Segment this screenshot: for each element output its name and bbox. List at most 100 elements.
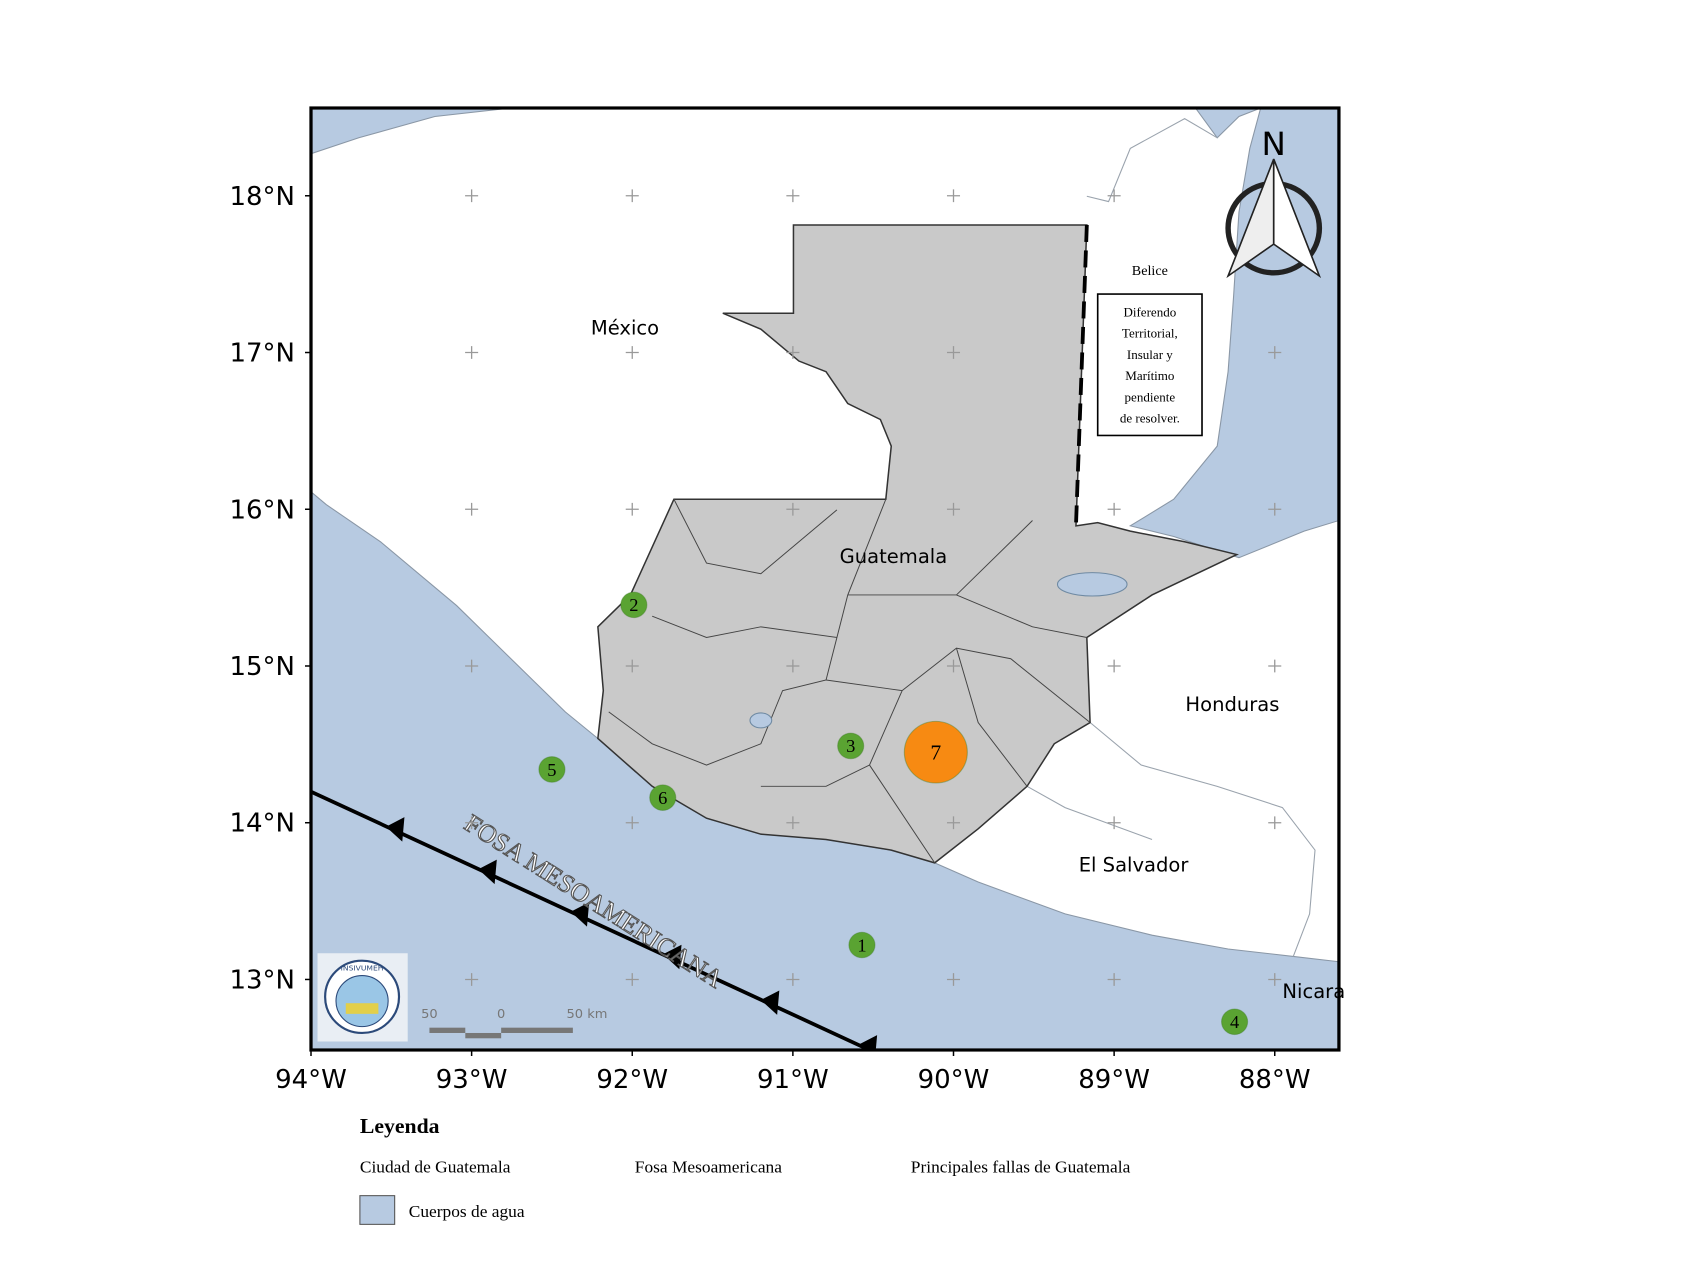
grid-cross: [786, 502, 800, 516]
y-tick-label: 18°N: [229, 182, 295, 212]
grid-cross: [465, 189, 479, 203]
grid-cross: [786, 973, 800, 986]
legend-item: Ciudad de Guatemala: [360, 1157, 511, 1176]
note-line: pendiente: [1125, 391, 1176, 405]
y-tick-label: 13°N: [229, 965, 295, 995]
note-line: Territorial,: [1122, 327, 1178, 341]
grid-cross: [1268, 502, 1282, 516]
y-tick-label: 17°N: [229, 339, 295, 369]
country-label: Nicara: [1282, 980, 1345, 1003]
x-tick-label: 93°W: [436, 1065, 508, 1095]
map-area: FOSA MESOAMERICANA: [311, 108, 1339, 1050]
note-line: Diferendo: [1123, 306, 1176, 320]
x-tick-label: 89°W: [1078, 1065, 1150, 1095]
legend-item: Fosa Mesoamericana: [635, 1157, 783, 1176]
x-tick-label: 88°W: [1239, 1065, 1311, 1095]
lake-izabal: [1056, 572, 1128, 597]
map-layout: FOSA MESOAMERICANA 1 2 3 4 5 6 7 México Guatem…: [309, 106, 1345, 1225]
x-tick-label: 92°W: [596, 1065, 668, 1095]
logo: INSIVUMEH: [317, 953, 408, 1042]
belize-note: Diferendo Territorial, Insular y Marítim…: [1120, 306, 1180, 426]
grid-cross: [1268, 659, 1282, 673]
event-marker: [649, 784, 677, 811]
marks: 1 2 3 4 5 6 7: [465, 189, 1282, 1036]
event-label: 3: [846, 736, 855, 756]
grid-cross: [625, 346, 639, 359]
grid-cross: [946, 659, 961, 673]
belize-label: Belice: [1132, 264, 1168, 279]
event-label: 6: [658, 788, 667, 808]
grid-cross: [625, 189, 639, 203]
compass-label: N: [1262, 125, 1286, 163]
grid-cross: [625, 816, 639, 830]
grid-cross: [946, 973, 961, 986]
country-label: Guatemala: [840, 545, 948, 568]
legend: Leyenda Ciudad de Guatemala Fosa Mesoame…: [359, 1114, 1131, 1225]
x-tick-label: 91°W: [757, 1065, 829, 1095]
x-tick-label: 90°W: [918, 1065, 990, 1095]
grid-cross: [1107, 816, 1121, 830]
grid-cross: [1268, 346, 1282, 359]
country-label: México: [591, 317, 659, 340]
grid-cross: [1107, 659, 1121, 673]
legend-title: Leyenda: [360, 1114, 440, 1138]
grid-cross: [946, 502, 961, 516]
guatemala: [597, 224, 1239, 864]
grid-cross: [786, 346, 800, 359]
note-line: de resolver.: [1120, 412, 1180, 426]
y-tick-label: 16°N: [229, 495, 295, 525]
grid-cross: [625, 502, 639, 516]
grid-cross: [1268, 973, 1282, 986]
grid-cross: [625, 973, 639, 986]
grid-cross: [786, 659, 800, 673]
event-label: 5: [547, 760, 556, 780]
legend-item: Principales fallas de Guatemala: [911, 1157, 1131, 1176]
y-tick-label: 14°N: [229, 809, 295, 839]
grid-cross: [786, 189, 800, 203]
grid-cross: [465, 346, 479, 359]
grid-cross: [465, 816, 479, 830]
note-line: Marítimo: [1125, 369, 1174, 383]
grid-cross: [1107, 502, 1121, 516]
event-marker: [620, 591, 648, 619]
event-marker: [848, 931, 876, 959]
event-label: 7: [930, 741, 941, 765]
grid-cross: [1107, 189, 1121, 203]
departments: [608, 499, 1091, 864]
event-label: 4: [1230, 1012, 1239, 1032]
x-tick-label: 94°W: [275, 1065, 347, 1095]
grid-cross: [1107, 973, 1121, 986]
grid-cross: [786, 816, 800, 830]
event-marker: [1221, 1008, 1249, 1036]
scale-label: 50 km: [567, 1007, 608, 1022]
legend-item: Cuerpos de agua: [409, 1202, 525, 1221]
grid-cross: [625, 659, 639, 673]
scale-bar: 50 0 50 km: [421, 1007, 608, 1039]
logo-text: INSIVUMEH: [341, 963, 384, 972]
event-label: 2: [629, 595, 638, 615]
country-label: Honduras: [1185, 693, 1279, 716]
country-label: El Salvador: [1079, 854, 1189, 877]
scale-label: 50: [421, 1007, 438, 1022]
y-tick-label: 15°N: [229, 652, 295, 682]
compass: N: [1225, 125, 1323, 279]
frame: [309, 106, 1341, 1052]
event-label: 1: [857, 935, 866, 955]
lake-atitlan: [749, 712, 773, 729]
grid-cross: [465, 659, 479, 673]
grid-cross: [1268, 816, 1282, 830]
grid-cross: [946, 816, 961, 830]
belize-note-box: [1096, 293, 1203, 437]
grid-cross: [946, 189, 961, 203]
legend-swatch: [359, 1195, 396, 1225]
axis-ticks: 94°W 93°W 92°W 91°W 90°W 89°W 88°W 13°N 14°N 15°N…: [229, 182, 1310, 1095]
grid-cross: [946, 346, 961, 359]
grid-cross: [465, 973, 479, 986]
event-marker: [538, 756, 566, 783]
grid-cross: [465, 502, 479, 516]
scale-label: 0: [497, 1007, 505, 1022]
event-marker: [903, 720, 968, 784]
country-borders: [1026, 118, 1316, 957]
